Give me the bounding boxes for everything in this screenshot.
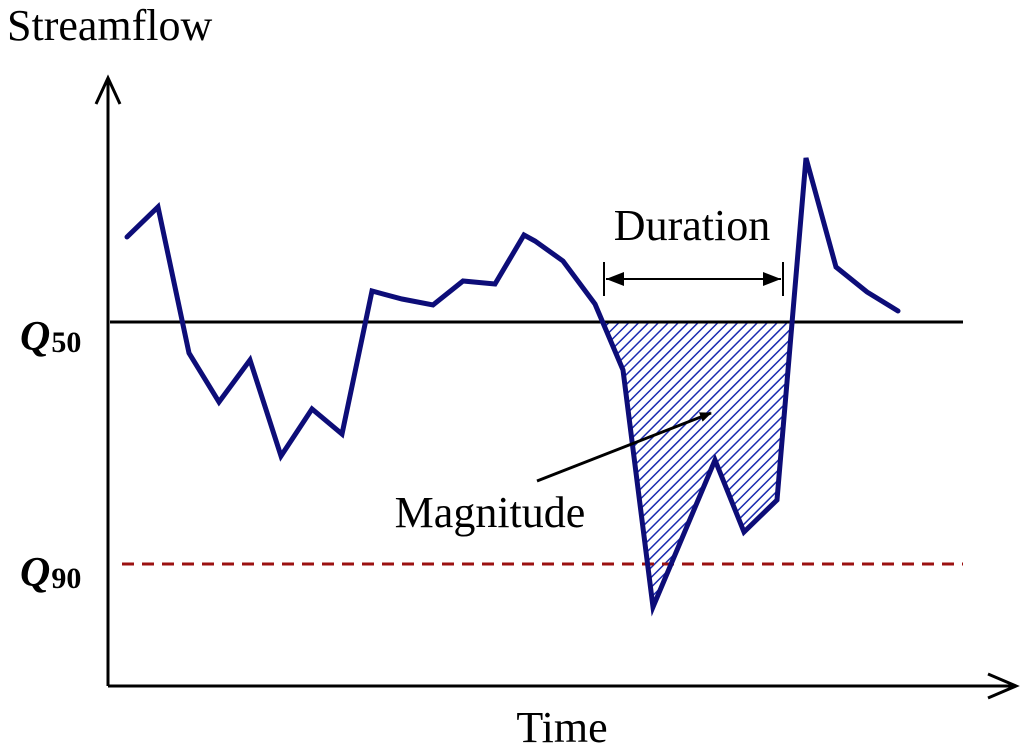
magnitude-pointer-arrow — [536, 411, 712, 483]
y-axis-label: Streamflow — [7, 1, 213, 50]
duration-right-arrowhead — [763, 272, 781, 286]
q50-label: Q50 — [20, 314, 81, 360]
duration-bracket — [603, 262, 784, 296]
deficit-area — [602, 322, 790, 607]
q90-label: Q90 — [20, 550, 81, 596]
streamflow-line — [124, 157, 901, 617]
x-axis-label: Time — [516, 703, 607, 747]
axes — [94, 74, 1020, 700]
magnitude-label: Magnitude — [395, 488, 586, 537]
duration-left-arrowhead — [606, 272, 624, 286]
y-axis-arrowhead — [94, 74, 122, 105]
x-axis-arrowhead — [987, 672, 1020, 700]
duration-label: Duration — [614, 201, 770, 250]
